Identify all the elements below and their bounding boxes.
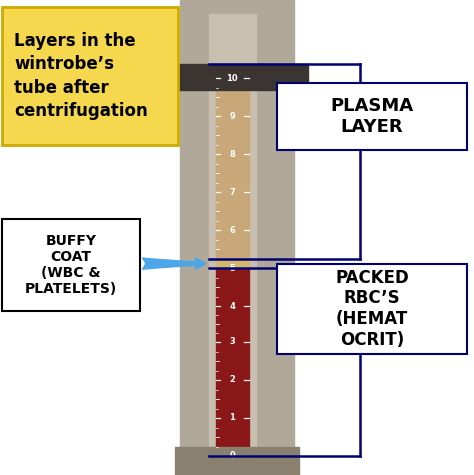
Bar: [175, 446, 299, 475]
Text: 10: 10: [227, 74, 238, 83]
Text: 7: 7: [229, 188, 235, 197]
Text: 3: 3: [229, 338, 235, 346]
Text: 0: 0: [229, 452, 235, 460]
Text: 4: 4: [229, 302, 235, 311]
Bar: [166, 64, 308, 90]
Text: BUFFY
COAT
(WBC &
PLATELETS): BUFFY COAT (WBC & PLATELETS): [25, 234, 117, 296]
Text: 1: 1: [229, 414, 235, 422]
Bar: [216, 268, 249, 456]
Text: 2: 2: [229, 376, 235, 384]
FancyBboxPatch shape: [277, 83, 467, 150]
Bar: [216, 259, 249, 268]
FancyBboxPatch shape: [2, 7, 178, 145]
Bar: [180, 0, 294, 475]
Text: 6: 6: [229, 226, 235, 235]
Text: 8: 8: [229, 150, 235, 159]
FancyBboxPatch shape: [277, 264, 467, 354]
Text: PACKED
RBC’S
(HEMAT
OCRIT): PACKED RBC’S (HEMAT OCRIT): [335, 268, 409, 349]
Bar: [209, 14, 256, 456]
Bar: [216, 64, 249, 259]
FancyBboxPatch shape: [2, 218, 140, 311]
Text: 9: 9: [229, 112, 235, 121]
Text: 5: 5: [229, 264, 235, 273]
Text: PLASMA
LAYER: PLASMA LAYER: [330, 97, 414, 136]
Text: Layers in the
wintrobe’s
tube after
centrifugation: Layers in the wintrobe’s tube after cent…: [14, 32, 148, 120]
